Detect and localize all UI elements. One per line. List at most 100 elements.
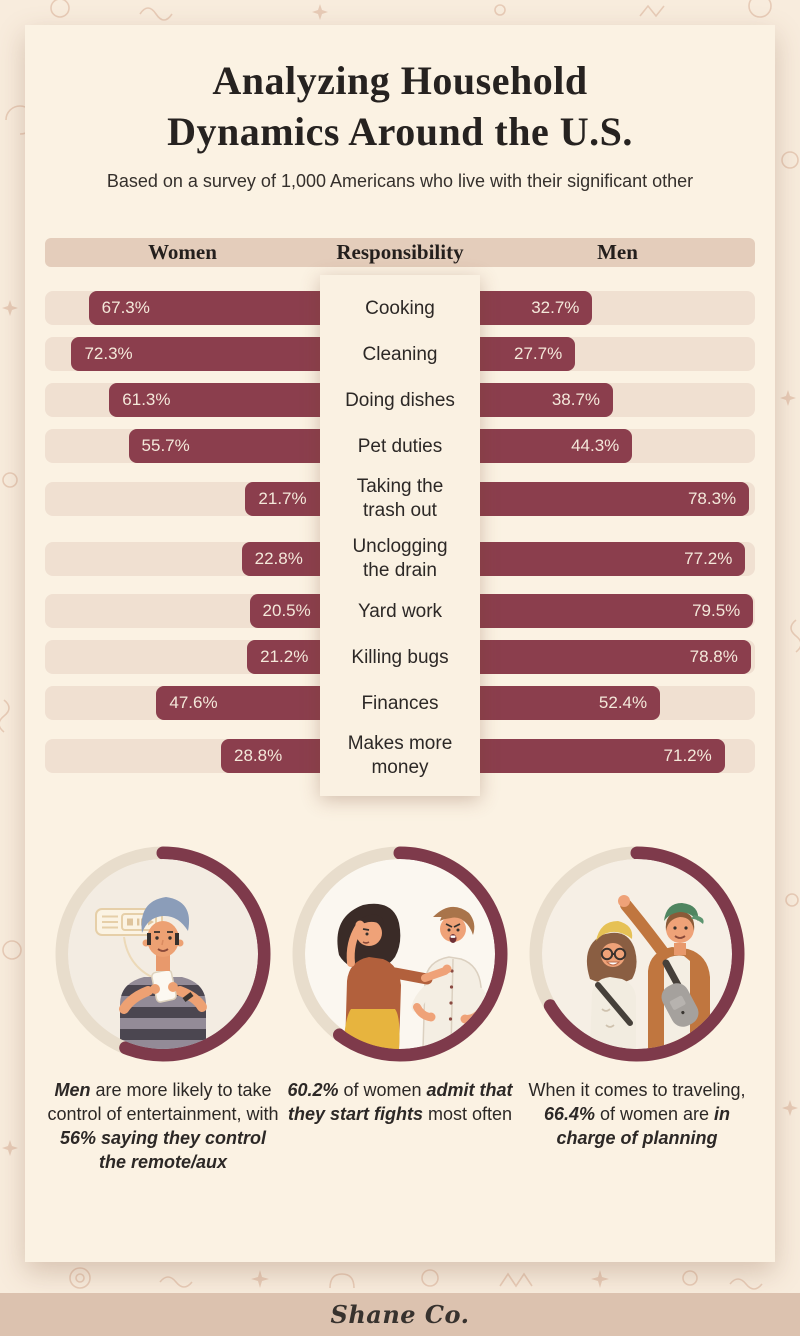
women-track: 61.3% [45, 383, 320, 418]
responsibility-label: Killing bugs [351, 646, 449, 668]
men-track: 78.8% [480, 640, 755, 675]
table-row: 72.3% Cleaning 27.7% [45, 331, 755, 377]
men-bar: 27.7% [480, 337, 576, 372]
traveling-couple-illustration [542, 858, 732, 1049]
table-row: 61.3% Doing dishes 38.7% [45, 377, 755, 423]
stat-circle [292, 846, 508, 1062]
women-track: 22.8% [45, 541, 320, 576]
women-percent-label: 22.8% [254, 548, 303, 568]
men-track: 77.2% [480, 541, 755, 576]
stat-caption: Men are more likely to take control of e… [47, 1079, 279, 1173]
women-track: 21.2% [45, 640, 320, 675]
men-bar: 38.7% [480, 383, 614, 418]
women-percent-label: 28.8% [234, 746, 283, 766]
responsibility-label: Pet duties [357, 435, 443, 457]
bar-table: 67.3% Cooking 32.7% [45, 275, 755, 796]
table-row: 21.7% Taking the trash out 78.3% [45, 469, 755, 529]
table-row: 22.8% Unclogging the drain 77.2% [45, 529, 755, 589]
stat-caption: When it comes to traveling, 66.4% of wom… [528, 1079, 746, 1149]
men-track: 79.5% [480, 594, 755, 629]
men-bar: 52.4% [480, 686, 661, 721]
women-bar: 20.5% [249, 594, 320, 629]
responsibility-label: Cooking [365, 297, 435, 319]
men-bar: 71.2% [480, 739, 725, 774]
men-percent-label: 44.3% [571, 436, 620, 456]
title-line-2: Dynamics Around the U.S. [167, 109, 633, 155]
table-row: 47.6% Finances 52.4% [45, 680, 755, 726]
responsibility-label: Taking the trash out [356, 476, 444, 522]
women-bar: 21.2% [247, 640, 320, 675]
women-percent-label: 21.7% [258, 489, 307, 509]
men-track: 71.2% [480, 739, 755, 774]
stat-circle [529, 846, 745, 1062]
title-line-1: Analyzing Household [212, 58, 588, 103]
table-row: 28.8% Makes more money 71.2% [45, 726, 755, 786]
responsibility-label: Cleaning [362, 343, 438, 365]
women-bar: 55.7% [128, 429, 320, 464]
men-track: 78.3% [480, 482, 755, 517]
table-row: 67.3% Cooking 32.7% [45, 285, 755, 331]
page-title: Analyzing Household Dynamics Around the … [45, 55, 755, 157]
women-track: 55.7% [45, 429, 320, 464]
men-track: 52.4% [480, 686, 755, 721]
men-percent-label: 77.2% [684, 548, 733, 568]
women-bar: 28.8% [221, 739, 320, 774]
responsibility-label: Makes more money [347, 733, 453, 779]
responsibility-label: Yard work [357, 600, 443, 622]
men-percent-label: 78.3% [687, 489, 737, 509]
stat-circle [55, 846, 271, 1062]
women-bar: 47.6% [156, 686, 320, 721]
men-percent-label: 38.7% [551, 390, 601, 410]
center-panel [320, 275, 480, 796]
responsibility-label: Doing dishes [345, 389, 455, 411]
women-percent-label: 55.7% [141, 436, 190, 456]
men-percent-label: 27.7% [514, 344, 563, 364]
men-track: 38.7% [480, 383, 755, 418]
women-percent-label: 61.3% [122, 390, 171, 410]
content-card: Analyzing Household Dynamics Around the … [25, 25, 775, 1262]
progress-ring [55, 846, 271, 1062]
progress-ring [529, 846, 745, 1062]
women-track: 20.5% [45, 594, 320, 629]
men-percent-label: 78.8% [689, 647, 738, 667]
table-header: Women Responsibility Men [45, 238, 755, 268]
women-bar: 21.7% [245, 482, 320, 517]
page-subtitle: Based on a survey of 1,000 Americans who… [106, 171, 694, 192]
responsibility-label: Finances [361, 692, 439, 714]
women-track: 67.3% [45, 291, 320, 326]
men-percent-label: 71.2% [663, 746, 712, 766]
men-bar: 78.3% [480, 482, 750, 517]
women-track: 72.3% [45, 337, 320, 372]
table-row: 20.5% Yard work 79.5% [45, 588, 755, 634]
responsibility-label: Unclogging the drain [352, 535, 448, 581]
man-with-remote-illustration [68, 858, 258, 1049]
men-track: 44.3% [480, 429, 755, 464]
women-track: 47.6% [45, 686, 320, 721]
women-track: 28.8% [45, 739, 320, 774]
stat-travel: When it comes to traveling, 66.4% of wom… [519, 846, 755, 1174]
stat-entertainment: Men are more likely to take control of e… [45, 846, 281, 1174]
arguing-couple-illustration [305, 858, 495, 1049]
men-bar: 79.5% [480, 594, 754, 629]
men-track: 32.7% [480, 291, 755, 326]
column-header-men: Men [597, 240, 638, 265]
brand-logo: Shane Co. [330, 1300, 470, 1329]
women-percent-label: 21.2% [260, 647, 309, 667]
footer-bar: Shane Co. [0, 1293, 800, 1336]
progress-ring [292, 846, 508, 1062]
men-percent-label: 79.5% [692, 601, 741, 621]
table-row: 21.2% Killing bugs 78.8% [45, 634, 755, 680]
women-percent-label: 47.6% [169, 693, 218, 713]
column-header-responsibility: Responsibility [336, 240, 464, 265]
women-bar: 72.3% [71, 337, 320, 372]
women-bar: 22.8% [241, 541, 320, 576]
men-bar: 44.3% [480, 429, 633, 464]
stat-arguments: 60.2% of women admit that they start fig… [282, 846, 518, 1174]
men-bar: 32.7% [480, 291, 593, 326]
men-bar: 78.8% [480, 640, 751, 675]
men-bar: 77.2% [480, 541, 746, 576]
women-percent-label: 67.3% [101, 298, 150, 318]
men-percent-label: 52.4% [598, 693, 648, 713]
